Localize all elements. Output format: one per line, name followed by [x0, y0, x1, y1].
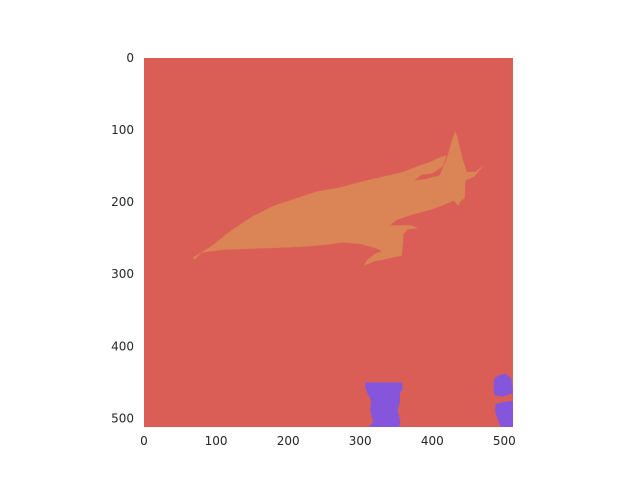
y-tick-label: 300	[111, 267, 134, 281]
y-tick-label: 500	[111, 411, 134, 425]
x-tick-label: 100	[205, 434, 228, 448]
mask-region-2	[365, 382, 403, 427]
x-tick-label: 400	[421, 434, 444, 448]
x-axis: 0 100 200 300 400 500	[140, 434, 516, 448]
y-tick-label: 200	[111, 195, 134, 209]
x-tick-label: 500	[493, 434, 516, 448]
y-tick-label: 100	[111, 123, 134, 137]
mask-plot-area	[144, 58, 513, 427]
mask-region-1	[193, 131, 485, 266]
y-tick-label: 400	[111, 339, 134, 353]
mask-region-3	[493, 373, 513, 397]
x-tick-label: 0	[140, 434, 148, 448]
x-tick-label: 200	[277, 434, 300, 448]
mask-region-4	[494, 401, 513, 427]
y-tick-label: 0	[126, 51, 134, 65]
y-axis: 0 100 200 300 400 500	[111, 51, 134, 425]
x-tick-label: 300	[349, 434, 372, 448]
mask-regions	[193, 131, 513, 427]
